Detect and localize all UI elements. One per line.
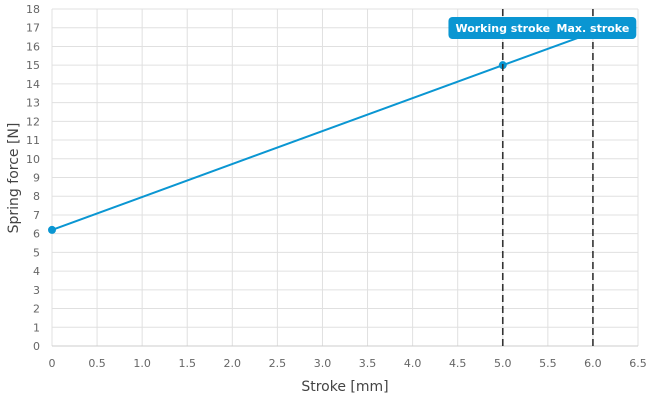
y-tick-label: 17 xyxy=(26,22,40,35)
x-tick-label: 1.0 xyxy=(133,357,151,370)
x-tick-label: 0 xyxy=(49,357,56,370)
grid-lines xyxy=(51,8,639,347)
x-tick-label: 0.5 xyxy=(88,357,106,370)
x-tick-label: 4.0 xyxy=(404,357,422,370)
x-tick-label: 5.0 xyxy=(494,357,512,370)
annotation-flag: Working stroke xyxy=(448,17,558,39)
x-tick-label: 2.5 xyxy=(269,357,287,370)
y-tick-label: 14 xyxy=(26,78,40,91)
y-tick-label: 16 xyxy=(26,40,40,53)
y-tick-label: 8 xyxy=(33,190,40,203)
y-tick-label: 15 xyxy=(26,59,40,72)
x-tick-label: 3.0 xyxy=(314,357,332,370)
annotation-label: Working stroke xyxy=(455,22,550,35)
x-tick-label: 2.0 xyxy=(224,357,242,370)
x-axis-title: Stroke [mm] xyxy=(301,379,388,395)
annotation-flag: Max. stroke xyxy=(549,17,637,39)
y-tick-label: 4 xyxy=(33,265,40,278)
y-tick-label: 1 xyxy=(33,321,40,334)
y-tick-label: 10 xyxy=(26,153,40,166)
x-tick-label: 1.5 xyxy=(178,357,196,370)
y-tick-label: 11 xyxy=(26,134,40,147)
y-tick-label: 18 xyxy=(26,3,40,16)
x-tick-label: 6.5 xyxy=(629,357,647,370)
x-tick-label: 6.0 xyxy=(584,357,602,370)
annotation-flag-box xyxy=(448,17,558,39)
y-tick-label: 0 xyxy=(33,340,40,353)
y-tick-label: 6 xyxy=(33,228,40,241)
y-tick-label: 3 xyxy=(33,284,40,297)
y-tick-label: 9 xyxy=(33,172,40,185)
y-tick-label: 7 xyxy=(33,209,40,222)
x-tick-label: 3.5 xyxy=(359,357,377,370)
y-tick-label: 12 xyxy=(26,115,40,128)
x-tick-labels: 0 0.5 1.0 1.5 2.0 2.5 3.0 3.5 4.0 4.5 5.0 5.5 6.0 6.5 xyxy=(49,357,647,370)
y-tick-label: 5 xyxy=(33,246,40,259)
series-group xyxy=(48,31,594,234)
data-point xyxy=(48,225,56,234)
annotation-label: Max. stroke xyxy=(557,22,630,35)
y-tick-label: 2 xyxy=(33,303,40,316)
x-tick-label: 4.5 xyxy=(449,357,467,370)
y-axis-title: Spring force [N] xyxy=(6,123,22,234)
annotation-flag-box xyxy=(549,17,637,39)
x-tick-label: 5.5 xyxy=(539,357,557,370)
y-tick-label: 13 xyxy=(26,97,40,110)
annotation-group: Working stroke Max. stroke xyxy=(448,9,637,346)
